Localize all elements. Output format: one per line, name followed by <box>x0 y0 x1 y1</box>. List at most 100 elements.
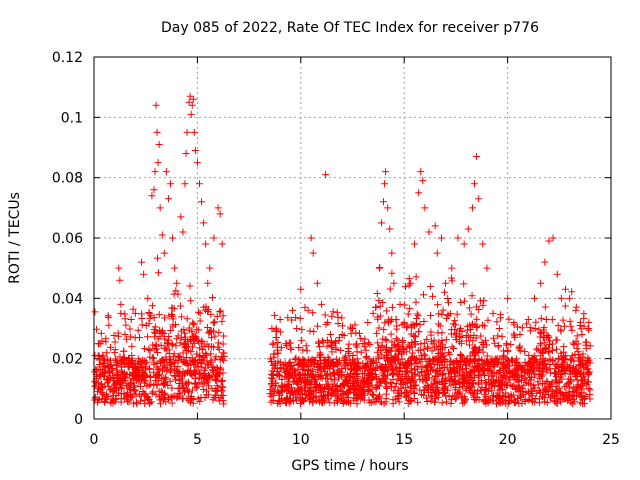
data-point <box>476 386 484 394</box>
data-point <box>557 396 565 404</box>
data-point <box>560 343 568 351</box>
data-point <box>212 371 220 379</box>
data-point <box>441 343 449 351</box>
data-point <box>349 388 357 396</box>
plot-frame <box>93 56 612 420</box>
data-point <box>117 363 125 371</box>
data-point <box>424 362 432 370</box>
data-point <box>461 395 469 403</box>
data-point <box>182 354 190 362</box>
data-point <box>147 380 155 388</box>
data-point <box>387 380 395 388</box>
data-point <box>431 380 439 388</box>
data-point <box>297 362 305 370</box>
data-point <box>553 345 561 353</box>
data-point <box>153 380 161 388</box>
data-point <box>97 329 105 337</box>
data-point <box>374 339 382 347</box>
data-point <box>499 347 507 355</box>
data-point <box>299 346 307 354</box>
data-point <box>357 334 365 342</box>
data-point <box>562 285 570 293</box>
data-point <box>532 318 540 326</box>
data-point <box>306 386 314 394</box>
data-point <box>329 308 337 316</box>
data-point <box>182 343 190 351</box>
data-point <box>380 198 388 206</box>
data-point <box>437 234 445 242</box>
data-point <box>101 364 109 372</box>
data-point <box>171 372 179 380</box>
data-point <box>548 316 556 324</box>
data-point <box>423 335 431 343</box>
data-point <box>160 381 168 389</box>
data-point <box>531 325 539 333</box>
data-point <box>100 391 108 399</box>
data-point <box>177 327 185 335</box>
data-point <box>176 372 184 380</box>
data-point <box>350 358 358 366</box>
data-point <box>518 324 526 332</box>
data-point <box>174 363 182 371</box>
data-point <box>146 353 154 361</box>
data-point <box>549 346 557 354</box>
data-point <box>284 378 292 386</box>
data-point <box>480 366 488 374</box>
data-point <box>269 339 277 347</box>
data-point <box>493 318 501 326</box>
data-point <box>426 282 434 290</box>
data-point <box>334 313 342 321</box>
data-point <box>373 289 381 297</box>
data-point <box>493 370 501 378</box>
data-point <box>215 394 223 402</box>
chart-title: Day 085 of 2022, Rate Of TEC Index for r… <box>161 20 539 36</box>
data-point <box>168 358 176 366</box>
data-point <box>203 323 211 331</box>
data-point <box>562 395 570 403</box>
data-point <box>471 180 479 188</box>
data-point <box>345 373 353 381</box>
data-point <box>396 360 404 368</box>
data-point <box>167 180 175 188</box>
data-point <box>554 322 562 330</box>
data-point <box>574 381 582 389</box>
data-point <box>421 339 429 347</box>
data-point <box>298 326 306 334</box>
data-point <box>343 376 351 384</box>
data-point <box>438 336 446 344</box>
data-point <box>154 269 162 277</box>
data-point <box>186 282 194 290</box>
data-point <box>304 306 312 314</box>
data-point <box>161 314 169 322</box>
data-point <box>152 342 160 350</box>
data-point <box>105 321 113 329</box>
data-point <box>364 378 372 386</box>
data-point <box>216 210 224 218</box>
data-point <box>364 386 372 394</box>
data-point <box>203 360 211 368</box>
data-point <box>546 341 554 349</box>
data-point <box>180 358 188 366</box>
data-point <box>551 397 559 405</box>
data-point <box>120 347 128 355</box>
data-point <box>205 329 213 337</box>
data-point <box>288 384 295 392</box>
data-point <box>366 387 374 395</box>
data-point <box>522 320 530 328</box>
data-point <box>214 371 222 379</box>
data-point <box>119 355 127 363</box>
data-point <box>161 373 169 381</box>
data-point <box>459 399 467 407</box>
data-point <box>511 385 519 393</box>
data-point <box>411 341 419 349</box>
data-point <box>439 306 447 314</box>
data-point <box>191 380 199 388</box>
data-point <box>396 300 404 308</box>
data-point <box>548 340 556 348</box>
data-point <box>467 374 475 382</box>
x-tick-label: 10 <box>292 432 310 448</box>
data-point <box>153 128 161 136</box>
data-point <box>467 325 475 333</box>
data-point <box>539 326 547 334</box>
data-point <box>444 294 452 302</box>
